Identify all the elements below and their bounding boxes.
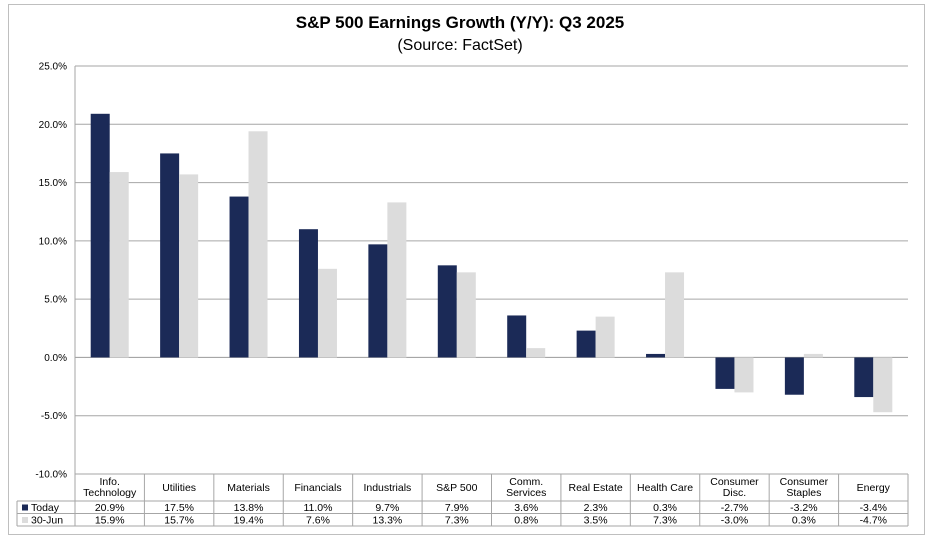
bar-today: [160, 153, 180, 358]
data-label: 11.0%: [303, 502, 332, 514]
y-axis-tick-labels: 25.0% 20.0% 15.0% 10.0% 5.0% 0.0% -5.0% -10.0%: [35, 62, 67, 481]
y-tick-label: 25.0%: [39, 62, 67, 73]
data-label: -4.7%: [860, 515, 887, 527]
data-label: 13.3%: [372, 515, 402, 527]
bar-today: [507, 315, 527, 358]
y-tick-label: -5.0%: [41, 411, 67, 422]
legend-key-30-jun: [22, 517, 28, 523]
data-label: 0.3%: [653, 502, 677, 514]
category-label: Utilities: [162, 482, 196, 494]
data-label: 0.8%: [514, 515, 538, 527]
chart-subtitle: (Source: FactSet): [397, 37, 522, 54]
data-label: 7.3%: [653, 515, 677, 527]
data-label: 15.7%: [164, 515, 194, 527]
y-tick-label: -10.0%: [35, 470, 67, 481]
y-tick-label: 5.0%: [44, 295, 67, 306]
bar-30-jun: [595, 316, 615, 358]
bar-today: [229, 196, 249, 358]
bar-today: [646, 353, 666, 358]
bar-30-jun: [873, 357, 893, 413]
category-label: Financials: [294, 482, 341, 494]
bar-30-jun: [803, 353, 823, 358]
data-label: 3.6%: [514, 502, 538, 514]
data-label: 15.9%: [95, 515, 125, 527]
bar-today: [576, 330, 596, 358]
data-label: 17.5%: [164, 502, 194, 514]
category-label: Services: [506, 487, 546, 499]
data-label: 13.8%: [234, 502, 264, 514]
legend-key-today: [22, 504, 28, 511]
data-label: -3.2%: [790, 502, 817, 514]
bars: [90, 113, 893, 413]
category-label: Comm.: [509, 476, 543, 488]
y-tick-label: 10.0%: [39, 236, 67, 247]
data-label: 7.3%: [445, 515, 469, 527]
category-label: Real Estate: [568, 482, 622, 494]
bar-30-jun: [317, 268, 337, 358]
data-table: Info.Technology Utilities Materials Financi…: [16, 473, 909, 527]
data-label: 2.3%: [584, 502, 608, 514]
data-label: 7.6%: [306, 515, 330, 527]
category-label: Health Care: [637, 482, 693, 494]
category-label: Consumer: [780, 476, 829, 488]
legend-label-today: Today: [31, 502, 60, 514]
data-label: 0.3%: [792, 515, 816, 527]
bar-today: [298, 229, 318, 358]
legend-label-30-jun: 30-Jun: [31, 515, 63, 527]
data-label: 7.9%: [445, 502, 469, 514]
chart-title: S&P 500 Earnings Growth (Y/Y): Q3 2025: [296, 13, 624, 32]
bar-today: [368, 244, 388, 358]
bar-today: [715, 357, 735, 389]
category-label: S&P 500: [436, 482, 477, 494]
category-label: Staples: [786, 487, 821, 499]
bar-30-jun: [665, 272, 685, 358]
category-label: Info.: [99, 476, 119, 488]
bar-today: [90, 113, 110, 358]
bar-30-jun: [248, 131, 268, 358]
bar-30-jun: [109, 172, 129, 358]
category-label: Materials: [227, 482, 270, 494]
bar-30-jun: [179, 174, 199, 358]
category-label: Industrials: [363, 482, 411, 494]
bar-30-jun: [456, 272, 476, 358]
data-label: 20.9%: [95, 502, 125, 514]
bar-30-jun: [734, 357, 754, 393]
y-tick-label: 20.0%: [39, 120, 67, 131]
bar-30-jun: [387, 202, 407, 358]
category-label: Disc.: [723, 487, 746, 499]
category-label: Technology: [83, 487, 137, 499]
data-label: -3.0%: [721, 515, 748, 527]
data-label: 3.5%: [584, 515, 608, 527]
y-tick-label: 15.0%: [39, 178, 67, 189]
data-label: -3.4%: [860, 502, 887, 514]
bar-today: [784, 357, 804, 395]
gridlines: [74, 65, 908, 475]
category-label: Consumer: [710, 476, 759, 488]
category-label: Energy: [857, 482, 891, 494]
y-tick-label: 0.0%: [44, 353, 67, 364]
bar-today: [437, 265, 457, 358]
bar-today: [854, 357, 874, 398]
data-label: 19.4%: [234, 515, 264, 527]
data-label: 9.7%: [375, 502, 399, 514]
chart-frame: [8, 4, 925, 535]
bar-30-jun: [526, 348, 546, 358]
data-label: -2.7%: [721, 502, 748, 514]
